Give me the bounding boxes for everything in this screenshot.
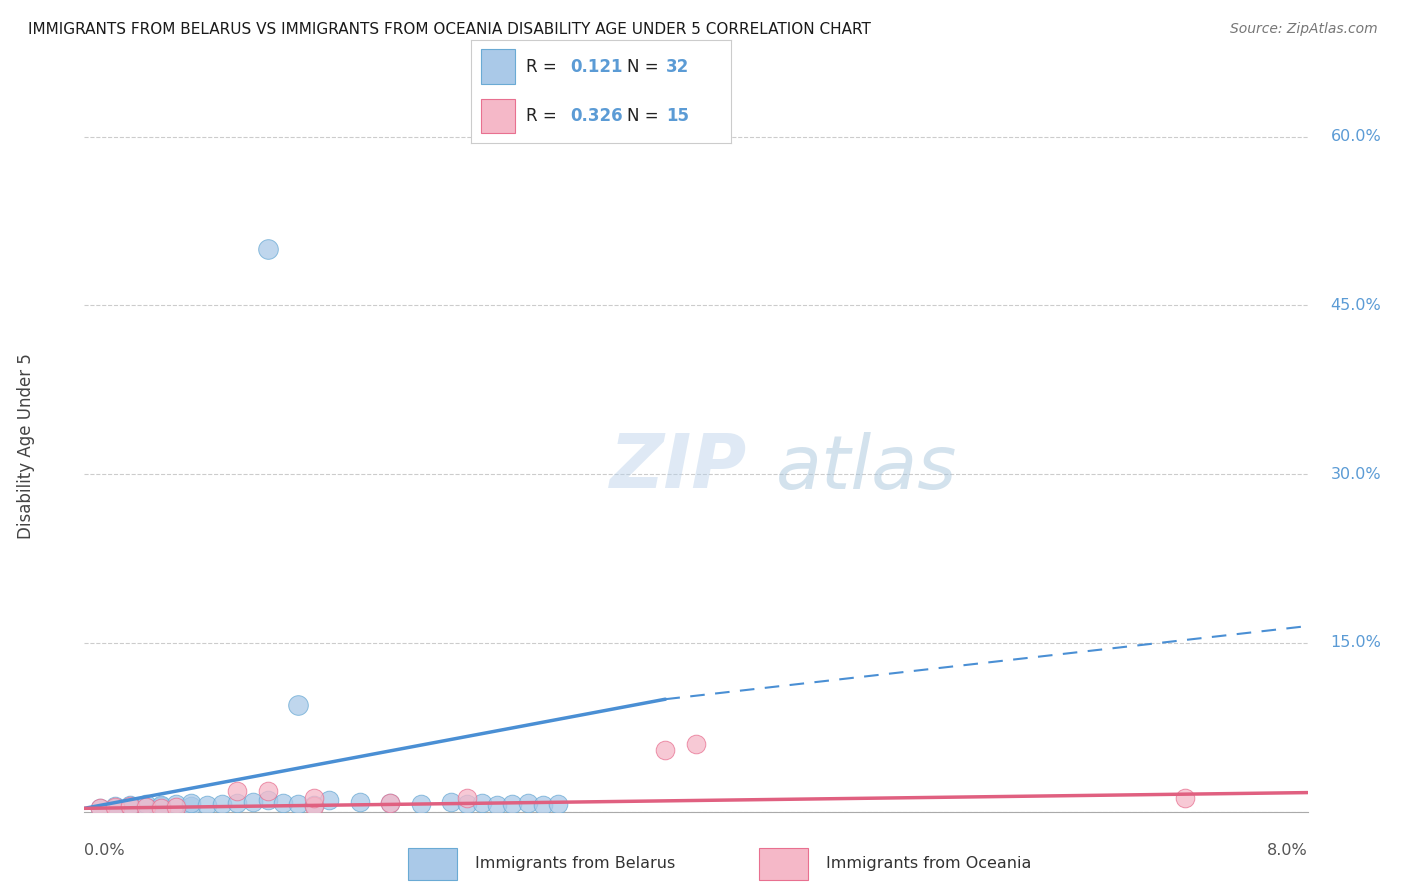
Point: [242, 795, 264, 809]
Text: ZIP: ZIP: [610, 432, 748, 505]
Point: [104, 799, 127, 814]
Text: Immigrants from Belarus: Immigrants from Belarus: [475, 855, 675, 871]
Point: [180, 796, 202, 810]
Point: [195, 797, 218, 812]
Bar: [481, 99, 515, 134]
Point: [685, 737, 707, 751]
Point: [165, 800, 187, 814]
Point: [318, 793, 340, 807]
Point: [149, 801, 172, 815]
Point: [180, 799, 202, 814]
Point: [654, 743, 676, 757]
Text: 32: 32: [666, 58, 689, 76]
Point: [226, 796, 249, 810]
Text: Disability Age Under 5: Disability Age Under 5: [17, 353, 35, 539]
Point: [471, 796, 494, 810]
Point: [149, 799, 172, 814]
Point: [302, 797, 325, 812]
Point: [135, 800, 157, 814]
Point: [89, 801, 111, 815]
Point: [226, 784, 249, 798]
Point: [349, 795, 371, 809]
Point: [135, 797, 157, 811]
Point: [456, 797, 478, 811]
Text: Immigrants from Oceania: Immigrants from Oceania: [827, 855, 1032, 871]
Point: [302, 791, 325, 805]
Text: 8.0%: 8.0%: [1267, 843, 1308, 858]
Point: [501, 797, 523, 811]
Point: [89, 801, 111, 815]
Text: 0.121: 0.121: [569, 58, 623, 76]
Point: [486, 797, 509, 812]
Point: [120, 797, 142, 812]
Point: [531, 797, 554, 812]
Text: 15.0%: 15.0%: [1330, 635, 1381, 650]
Bar: [759, 848, 808, 880]
Text: atlas: atlas: [776, 432, 957, 504]
Text: R =: R =: [526, 107, 561, 125]
Point: [456, 791, 478, 805]
Text: 45.0%: 45.0%: [1330, 298, 1381, 313]
Point: [257, 793, 280, 807]
Point: [135, 800, 157, 814]
Point: [120, 800, 142, 814]
Point: [302, 799, 325, 814]
Point: [104, 800, 127, 814]
Point: [440, 795, 463, 809]
Point: [287, 797, 309, 811]
Text: 60.0%: 60.0%: [1330, 129, 1381, 144]
Text: 15: 15: [666, 107, 689, 125]
Text: Source: ZipAtlas.com: Source: ZipAtlas.com: [1230, 22, 1378, 37]
Text: IMMIGRANTS FROM BELARUS VS IMMIGRANTS FROM OCEANIA DISABILITY AGE UNDER 5 CORREL: IMMIGRANTS FROM BELARUS VS IMMIGRANTS FR…: [28, 22, 870, 37]
Point: [257, 242, 280, 256]
Point: [257, 784, 280, 798]
Point: [1174, 791, 1197, 805]
Text: R =: R =: [526, 58, 561, 76]
Point: [287, 698, 309, 712]
Point: [380, 796, 402, 810]
Point: [547, 797, 569, 811]
Text: 30.0%: 30.0%: [1330, 467, 1381, 482]
Point: [271, 796, 294, 810]
Point: [165, 797, 187, 811]
Point: [516, 796, 538, 810]
Bar: [481, 49, 515, 84]
Point: [211, 797, 233, 811]
Text: 0.0%: 0.0%: [84, 843, 125, 858]
Point: [380, 796, 402, 810]
Point: [104, 801, 127, 815]
Text: N =: N =: [627, 58, 664, 76]
Text: 0.326: 0.326: [569, 107, 623, 125]
Point: [149, 797, 172, 812]
Bar: [408, 848, 457, 880]
Point: [120, 799, 142, 814]
Point: [409, 797, 432, 811]
Text: N =: N =: [627, 107, 664, 125]
